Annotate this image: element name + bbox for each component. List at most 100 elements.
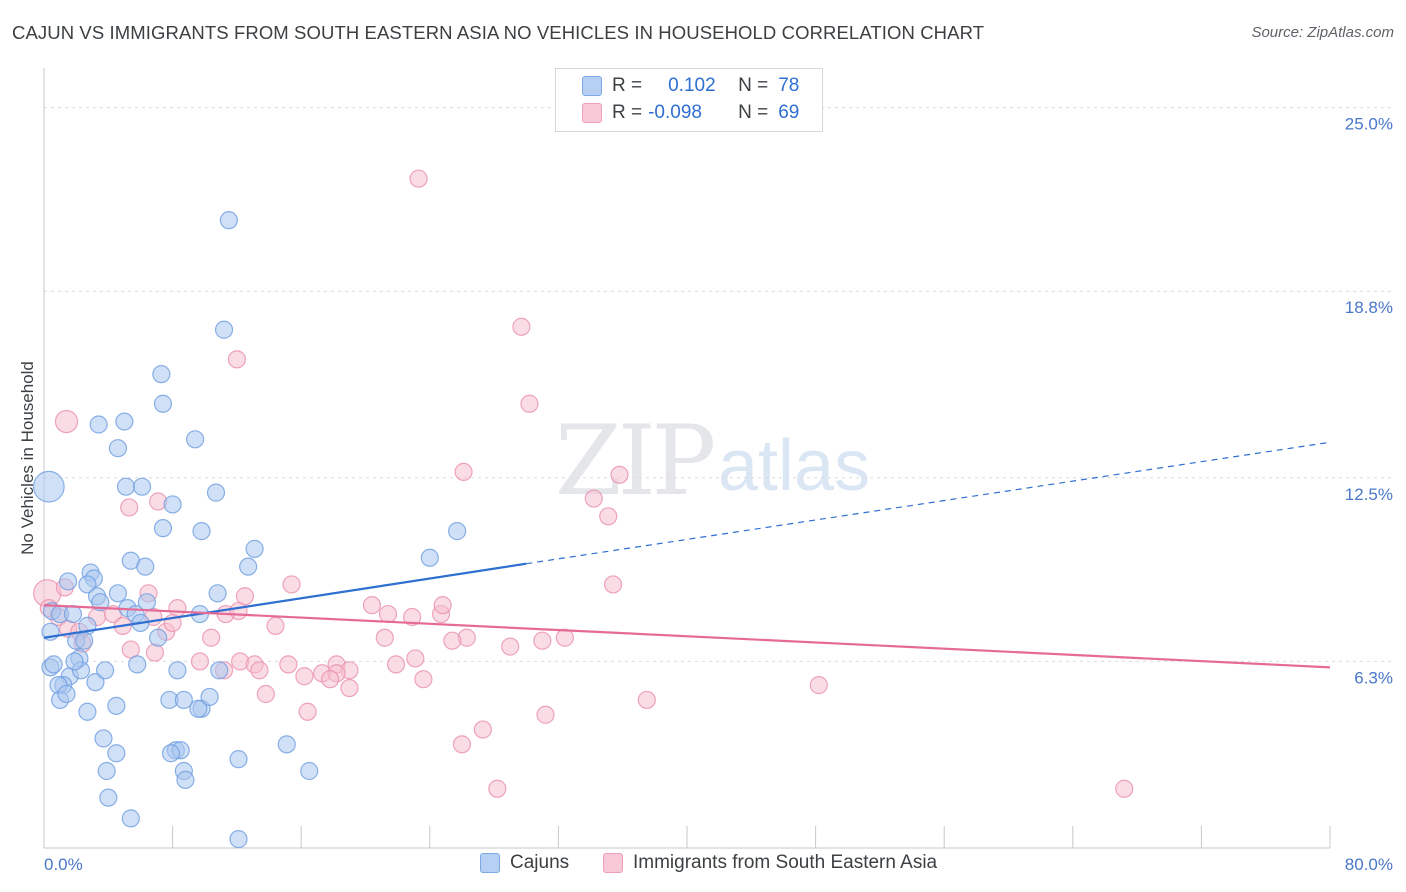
- cajun-point: [32, 470, 65, 503]
- legend-n-label: N =: [738, 102, 769, 123]
- cajun-point: [97, 761, 116, 781]
- cajun-point: [95, 661, 115, 680]
- cajun-point: [192, 522, 211, 541]
- immigrant-point: [295, 667, 314, 686]
- cajun-point: [86, 673, 105, 692]
- cajun-point: [208, 584, 227, 603]
- cajun-point: [57, 684, 76, 704]
- tick-labels: 6.3% 12.5% 18.8% 25.0% 0.0% 80.0%: [44, 115, 1393, 874]
- cajun-point: [229, 750, 248, 769]
- cajun-point: [115, 412, 134, 431]
- cajuns-swatch-icon: [582, 76, 602, 96]
- cajun-point: [200, 687, 219, 707]
- immigrants-legend-icon: [603, 853, 623, 873]
- cajun-point: [137, 593, 156, 612]
- immigrant-point: [610, 465, 629, 484]
- immigrant-point: [298, 702, 317, 721]
- immigrant-point: [433, 596, 452, 615]
- cajun-point: [132, 477, 152, 496]
- legend-n-label: N =: [738, 75, 769, 96]
- x-tick-label: 0.0%: [44, 855, 83, 874]
- cajun-point: [277, 735, 296, 754]
- cajun-point: [44, 655, 63, 674]
- immigrant-trend-line: [43, 604, 1331, 669]
- immigrant-point: [340, 678, 359, 698]
- immigrant-point: [403, 607, 422, 627]
- immigrant-point: [250, 661, 269, 680]
- immigrant-point: [266, 616, 285, 635]
- legend-label-immigrants: Immigrants from South Eastern Asia: [633, 852, 938, 873]
- immigrant-point: [406, 649, 425, 668]
- immigrant-point: [378, 604, 398, 624]
- grid-layer: [44, 107, 1392, 662]
- cajun-point: [63, 604, 83, 624]
- cajun-point: [168, 661, 187, 680]
- legend-r-label: R =: [612, 102, 643, 123]
- legend-n-value: 69: [778, 102, 800, 123]
- cajun-point: [78, 702, 97, 721]
- immigrants-swatch-icon: [582, 103, 602, 123]
- cajun-point: [219, 211, 238, 230]
- watermark-atlas: atlas: [718, 426, 871, 506]
- y-tick-label: 25.0%: [1345, 115, 1393, 134]
- immigrant-point: [190, 652, 210, 671]
- cajun-point: [107, 696, 126, 715]
- cajun-point: [107, 744, 126, 763]
- immigrant-point: [375, 628, 394, 647]
- legend-item-cajuns[interactable]: Cajuns: [480, 852, 569, 874]
- cajun-point: [189, 699, 208, 718]
- immigrant-point: [229, 601, 248, 621]
- series-legend: Cajuns Immigrants from South Eastern Asi…: [0, 852, 1406, 878]
- cajun-point: [128, 655, 147, 674]
- watermark-zip: ZIP: [555, 405, 716, 517]
- immigrant-point: [584, 489, 603, 508]
- x-tick-label: 80.0%: [1345, 855, 1393, 874]
- cajun-trend-line: [43, 562, 527, 639]
- cajun-point: [153, 394, 173, 413]
- y-tick-label: 18.8%: [1345, 298, 1393, 317]
- cajun-point: [65, 652, 84, 671]
- cajun-point: [108, 584, 128, 603]
- cajun-point: [420, 548, 439, 567]
- cajun-point: [91, 593, 110, 612]
- cajun-point: [163, 495, 182, 514]
- cajun-point: [174, 690, 193, 710]
- cajun-point: [239, 557, 258, 576]
- axis-layer: [43, 68, 1331, 849]
- immigrant-point: [637, 690, 656, 710]
- immigrant-point: [488, 779, 507, 798]
- cajun-point: [116, 477, 136, 496]
- cajun-point: [161, 744, 181, 763]
- immigrant-point: [452, 735, 472, 754]
- legend-item-immigrants[interactable]: Immigrants from South Eastern Asia: [603, 852, 937, 874]
- immigrant-point: [473, 720, 492, 739]
- cajun-points: [32, 211, 467, 849]
- cajun-point: [149, 628, 168, 647]
- immigrant-point: [362, 596, 382, 615]
- cajun-point: [210, 661, 229, 680]
- cajun-point: [206, 483, 226, 502]
- cajun-point: [152, 365, 171, 384]
- immigrant-point: [227, 350, 246, 369]
- chart-title: CAJUN VS IMMIGRANTS FROM SOUTH EASTERN A…: [12, 22, 985, 43]
- legend-row-immigrants: R = -0.098 N = 69: [556, 100, 799, 126]
- immigrant-point: [555, 628, 574, 647]
- immigrant-point: [536, 705, 555, 724]
- cajun-point: [186, 430, 205, 449]
- immigrant-point: [414, 670, 433, 689]
- immigrant-point: [202, 628, 221, 647]
- y-tick-label: 6.3%: [1354, 668, 1393, 687]
- cajun-trend-extension: [526, 441, 1331, 565]
- cajun-point: [89, 415, 108, 434]
- immigrant-point: [120, 498, 139, 517]
- immigrant-point: [145, 643, 165, 662]
- immigrant-point: [501, 637, 520, 656]
- immigrant-point: [321, 670, 340, 689]
- immigrant-point: [454, 462, 473, 481]
- immigrant-point: [809, 676, 828, 695]
- cajuns-legend-icon: [480, 853, 500, 873]
- cajun-point: [59, 572, 78, 591]
- cajun-point: [78, 575, 97, 594]
- cajun-point: [94, 729, 113, 748]
